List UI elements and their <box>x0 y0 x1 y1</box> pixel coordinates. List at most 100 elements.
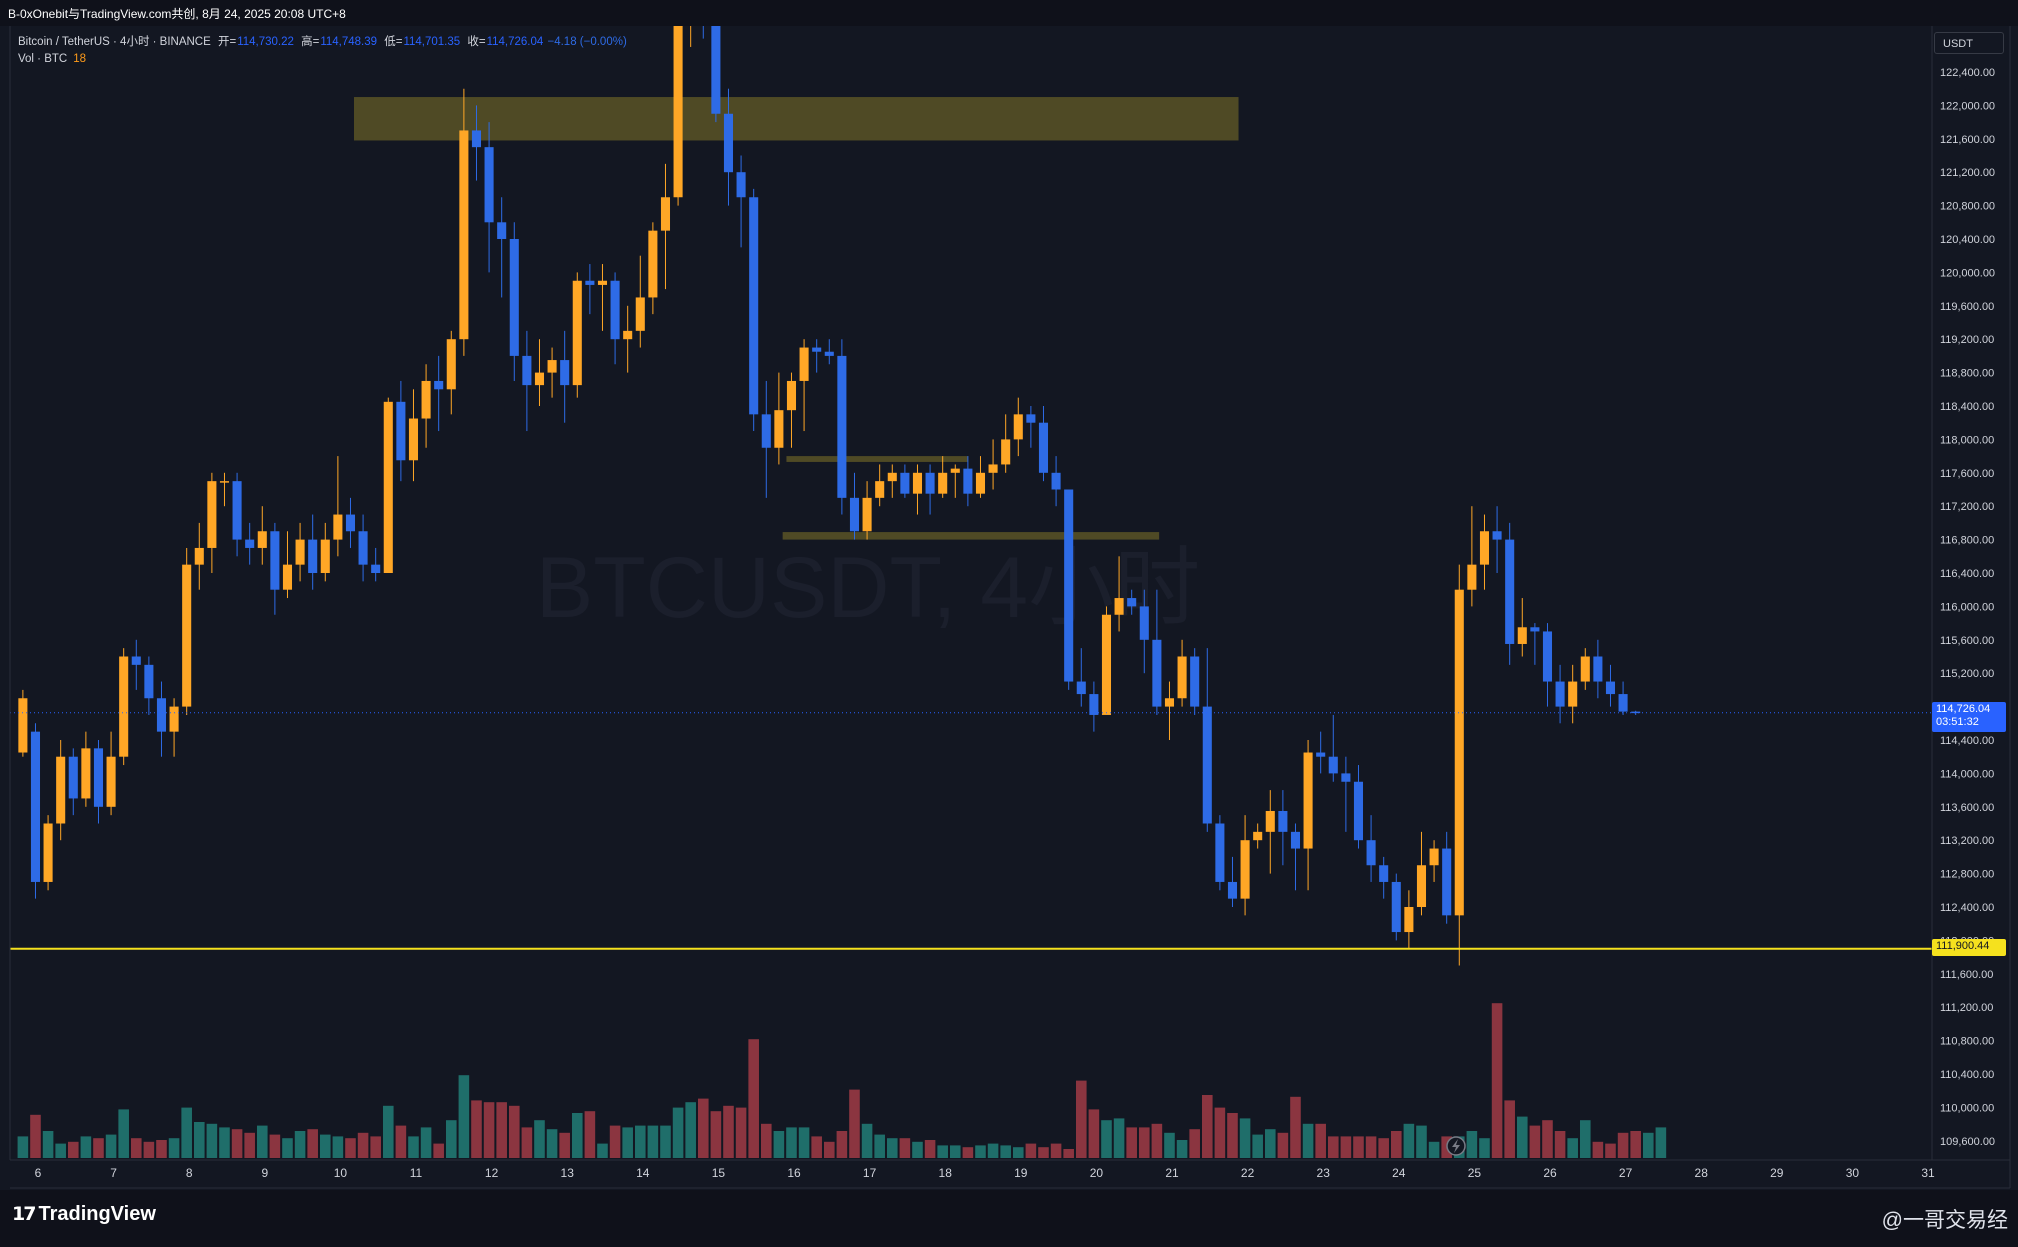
date-tick-label: 30 <box>1846 1166 1860 1180</box>
price-tick-label: 116,400.00 <box>1940 568 1994 580</box>
volume-bar <box>1101 1120 1112 1158</box>
candle-body <box>106 756 116 807</box>
candle-body <box>635 297 645 331</box>
candle-body <box>875 481 885 498</box>
volume-bar <box>130 1138 142 1158</box>
date-tick-label: 15 <box>712 1166 726 1180</box>
candle-body <box>1593 656 1603 682</box>
candle-body <box>1568 681 1578 707</box>
volume-bar <box>1605 1143 1616 1158</box>
volume-bar <box>697 1098 709 1158</box>
volume-bar <box>1038 1147 1049 1158</box>
candle-body <box>1026 414 1036 423</box>
candle-body <box>1227 881 1238 899</box>
volume-bar <box>748 1039 759 1158</box>
candle-body <box>1038 422 1049 473</box>
volume-bar <box>622 1127 633 1158</box>
price-tick-label: 121,200.00 <box>1940 167 1995 179</box>
volume-bar <box>735 1107 747 1158</box>
candle-body <box>270 531 280 590</box>
price-tick-label: 120,400.00 <box>1940 234 1995 246</box>
price-tick-label: 112,400.00 <box>1940 902 1994 914</box>
volume-bar <box>987 1143 999 1158</box>
price-tick-label: 115,200.00 <box>1940 668 1994 680</box>
volume-bar <box>67 1141 79 1158</box>
candle-body <box>849 497 860 532</box>
volume-bar <box>760 1123 772 1158</box>
currency-unit-button[interactable]: USDT <box>1934 32 2004 54</box>
candle-body <box>1479 531 1490 565</box>
volume-bar <box>408 1136 419 1158</box>
time-axis[interactable]: 6 7 8 9 10 11 12 13 14 15 16 17 18 19 20 21 22 23 24 25 26 27… <box>35 1166 1935 1180</box>
volume-bar <box>1315 1123 1326 1158</box>
candle-body <box>1076 681 1086 695</box>
price-tick-label: 114,000.00 <box>1940 768 1994 780</box>
candle-body <box>1454 589 1464 916</box>
volume-bar <box>1655 1127 1667 1158</box>
candle-body <box>207 481 217 548</box>
price-chart[interactable]: BTCUSDT, 4小时 122,400.00 122,000.00 121,600… <box>0 26 2018 1190</box>
volume-bar <box>634 1125 646 1158</box>
candle-body <box>1555 681 1565 707</box>
volume-bar <box>244 1132 255 1158</box>
volume-bar <box>1113 1118 1125 1158</box>
volume-bar <box>458 1075 470 1158</box>
candle-body <box>824 351 834 356</box>
candle-body <box>245 539 255 548</box>
volume-bar <box>1252 1134 1263 1158</box>
volume-bar <box>80 1136 92 1158</box>
candle-body <box>30 731 41 882</box>
candle-body <box>308 539 318 573</box>
volume-bar <box>370 1136 381 1158</box>
candle-body <box>383 401 393 573</box>
price-tick-label: 116,000.00 <box>1940 601 1994 613</box>
volume-bar <box>1491 1003 1503 1158</box>
candle-body <box>93 748 104 807</box>
price-tick-label: 111,200.00 <box>1940 1002 1993 1014</box>
volume-bar <box>395 1125 407 1158</box>
date-tick-label: 20 <box>1090 1166 1104 1180</box>
volume-bar <box>1176 1140 1188 1158</box>
volume-bar <box>1567 1138 1578 1158</box>
volume-bar <box>1164 1132 1175 1158</box>
volume-bar <box>849 1089 860 1158</box>
candle-body <box>610 280 620 340</box>
volume-bar <box>874 1134 885 1158</box>
candle-body <box>1316 752 1326 757</box>
change-value: −4.18 (−0.00%) <box>547 36 627 48</box>
candle-body <box>1517 627 1527 644</box>
candle-body <box>144 664 154 699</box>
candle-body <box>257 531 267 548</box>
candle-body <box>497 222 507 239</box>
lightning-icon[interactable] <box>1446 1136 1466 1156</box>
date-tick-label: 29 <box>1770 1166 1784 1180</box>
tradingview-logo[interactable]: 𝟭𝟳 TradingView <box>12 1203 156 1226</box>
candle-body <box>1253 831 1263 841</box>
date-tick-label: 13 <box>561 1166 575 1180</box>
candle-body <box>1139 606 1149 640</box>
volume-bar <box>256 1125 268 1158</box>
volume-bar <box>30 1114 41 1158</box>
volume-bar <box>1277 1132 1289 1158</box>
zone-1 <box>786 456 968 462</box>
date-tick-label: 25 <box>1468 1166 1482 1180</box>
volume-bar <box>672 1107 684 1158</box>
candle-body <box>434 380 444 390</box>
symbol-title[interactable]: Bitcoin / TetherUS · 4小时 · BINANCE <box>18 36 211 48</box>
volume-bar <box>1189 1129 1200 1158</box>
share-header: B-0xOnebit与TradingView.com共创, 8月 24, 202… <box>0 0 2018 26</box>
candle-body <box>1278 810 1288 832</box>
candle-body <box>68 756 78 799</box>
candle-body <box>774 410 784 448</box>
candle-body <box>1353 781 1364 841</box>
price-axis[interactable]: 122,400.00 122,000.00 121,600.00 121,200.00… <box>1940 67 1995 1148</box>
price-tick-label: 119,200.00 <box>1940 334 1994 346</box>
candle-body <box>358 531 368 565</box>
volume-bar <box>1063 1149 1074 1158</box>
date-tick-label: 7 <box>110 1166 117 1180</box>
candle-body <box>43 823 53 882</box>
volume-label[interactable]: Vol · BTC <box>18 53 68 65</box>
candle-body <box>988 464 998 473</box>
volume-bar <box>118 1109 129 1158</box>
candle-body <box>333 514 343 540</box>
